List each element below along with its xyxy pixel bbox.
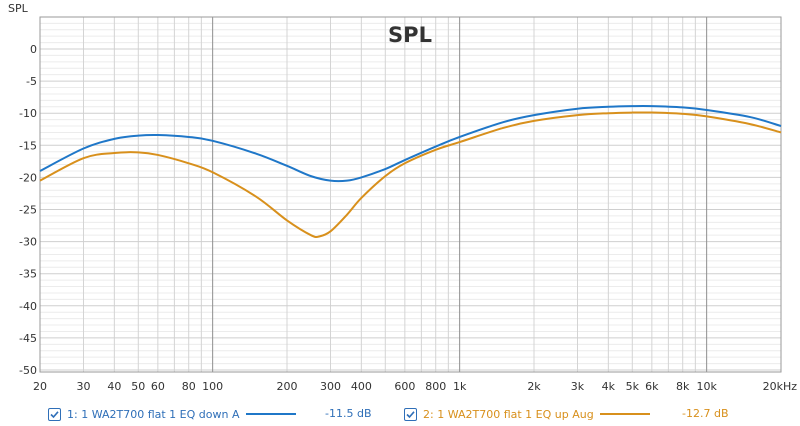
legend-checkbox-1[interactable] [48, 407, 61, 421]
y-tick-label: -40 [19, 300, 37, 313]
series-line-1 [39, 105, 782, 183]
legend-label-2: 2: 1 WA2T700 flat 1 EQ up Aug [423, 407, 594, 421]
x-tick-label: 200 [277, 380, 298, 393]
x-tick-label: 100 [202, 380, 223, 393]
y-tick-label: -45 [19, 332, 37, 345]
y-axis-label: SPL [8, 2, 29, 15]
x-tick-label: 40 [107, 380, 121, 393]
legend-item-2[interactable]: 2: 1 WA2T700 flat 1 EQ up Aug [404, 404, 650, 424]
y-tick-label: -35 [19, 268, 37, 281]
legend-value-1: -11.5 dB [325, 407, 372, 420]
series-line-2 [39, 111, 782, 239]
y-tick-label: -15 [19, 139, 37, 152]
y-tick-label: -25 [19, 204, 37, 217]
legend-value-2: -12.7 dB [682, 407, 729, 420]
y-tick-label: -50 [19, 364, 37, 377]
legend-swatch-1 [245, 413, 296, 415]
x-tick-label: 20kHz [763, 380, 798, 393]
legend-checkbox-2[interactable] [404, 407, 417, 421]
x-tick-label: 4k [602, 380, 616, 393]
x-tick-label: 6k [645, 380, 659, 393]
major-grid [40, 17, 781, 372]
x-tick-label: 50 [131, 380, 145, 393]
x-tick-label: 600 [394, 380, 415, 393]
x-tick-label: 60 [151, 380, 165, 393]
x-tick-label: 10k [696, 380, 717, 393]
x-tick-label: 3k [571, 380, 585, 393]
y-tick-label: -5 [26, 75, 37, 88]
y-tick-label: -30 [19, 236, 37, 249]
y-tick-label: -20 [19, 171, 37, 184]
legend-swatch-2 [599, 413, 650, 415]
series-layer [39, 105, 782, 239]
y-tick-label: -10 [19, 107, 37, 120]
x-tick-label: 1k [453, 380, 467, 393]
legend-item-1[interactable]: 1: 1 WA2T700 flat 1 EQ down A [48, 404, 296, 424]
legend-label-1: 1: 1 WA2T700 flat 1 EQ down A [67, 407, 240, 421]
x-tick-label: 20 [33, 380, 47, 393]
y-tick-labels: 0 -5 -10 -15 -20 -25 -30 -35 -40 -45 -50 [19, 43, 37, 377]
y-tick-label: 0 [30, 43, 37, 56]
checkmark-icon [50, 410, 59, 418]
minor-grid [40, 17, 781, 372]
x-tick-label: 800 [425, 380, 446, 393]
checkmark-icon [406, 410, 415, 418]
spl-chart: 20 30 40 50 60 80 100 200 300 400 600 800 1k 2k 3k 4k 5k… [8, 2, 797, 393]
plot-frame [39, 16, 782, 373]
x-tick-label: 300 [320, 380, 341, 393]
x-tick-label: 5k [626, 380, 640, 393]
legend: 1: 1 WA2T700 flat 1 EQ down A -11.5 dB 2… [0, 404, 800, 424]
x-tick-label: 2k [527, 380, 541, 393]
x-tick-label: 80 [182, 380, 196, 393]
x-tick-label: 400 [351, 380, 372, 393]
x-tick-label: 30 [76, 380, 90, 393]
x-tick-label: 8k [676, 380, 690, 393]
chart-title: SPL [388, 23, 432, 47]
x-tick-labels: 20 30 40 50 60 80 100 200 300 400 600 800 1k 2k 3k 4k 5k… [33, 380, 797, 393]
